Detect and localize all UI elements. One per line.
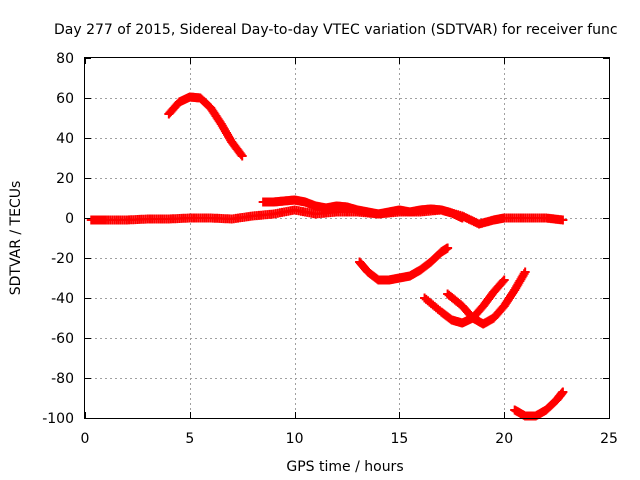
data-point: [499, 275, 509, 285]
y-axis-label: SDTVAR / TECUs: [8, 181, 24, 296]
x-tick-label: 20: [495, 431, 513, 447]
y-tick-label: -80: [51, 371, 74, 387]
data-point: [457, 213, 467, 223]
data-point: [519, 269, 529, 279]
y-tick-label: -60: [51, 331, 74, 347]
x-tick-label: 15: [390, 431, 408, 447]
x-tick-label: 25: [600, 431, 618, 447]
series-arc-high: [164, 92, 247, 161]
data-point: [558, 387, 568, 397]
series-upper-band: [258, 195, 467, 223]
grid: [85, 58, 609, 418]
data-point: [498, 276, 508, 286]
y-tick-label: 0: [65, 211, 74, 227]
data-point: [443, 243, 453, 253]
y-tick-label: 40: [56, 131, 74, 147]
y-tick-label: 60: [56, 91, 74, 107]
series-arc-minus-50-a: [420, 275, 509, 328]
series-baseline: [86, 205, 568, 229]
data-point: [520, 267, 530, 277]
y-tick-label: -100: [42, 411, 74, 427]
series-arc-minus-50-b: [443, 267, 530, 329]
data-point: [237, 151, 247, 161]
series-arc-minus-20: [355, 243, 453, 285]
x-tick-label: 5: [185, 431, 194, 447]
data-series: [86, 92, 568, 421]
x-axis-label: GPS time / hours: [286, 459, 403, 475]
ticks: 0 5 10 15 20 25 -100 -80 -60 -40 -20 0 20 40 60 80: [42, 51, 618, 447]
y-tick-label: 80: [56, 51, 74, 67]
y-tick-label: 20: [56, 171, 74, 187]
plot-frame: [84, 57, 610, 419]
y-tick-label: -40: [51, 291, 74, 307]
x-tick-label: 10: [286, 431, 304, 447]
chart-title: Day 277 of 2015, Sidereal Day-to-day VTE…: [54, 22, 618, 38]
y-tick-label: -20: [51, 251, 74, 267]
data-point: [558, 215, 568, 225]
data-point: [236, 150, 246, 160]
series-arc-minus-95: [510, 387, 568, 421]
x-tick-label: 0: [81, 431, 90, 447]
